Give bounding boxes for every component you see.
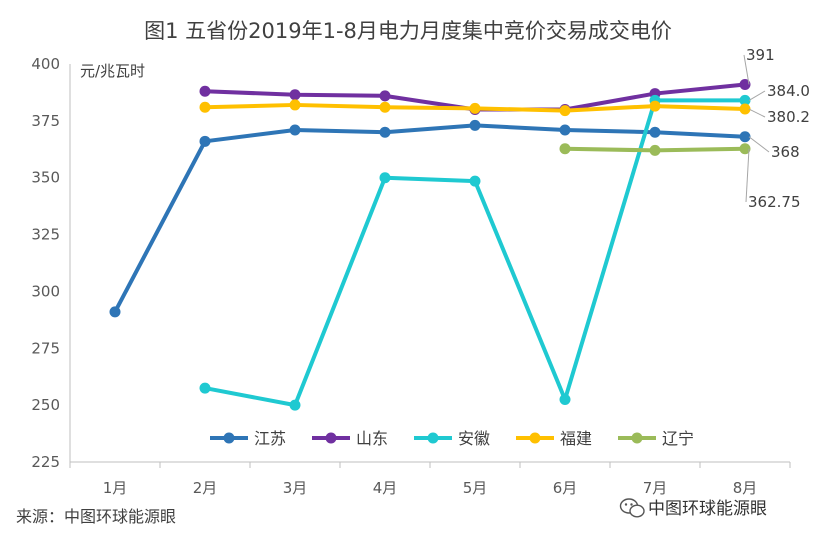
legend-swatch-marker xyxy=(427,432,439,444)
y-tick-label: 325 xyxy=(31,226,60,244)
annotation-layer: 391 384.0 380.2 368 362.75 xyxy=(743,46,810,211)
watermark: 中图环球能源眼 xyxy=(619,498,767,519)
y-tick-label: 350 xyxy=(31,169,60,187)
y-tick-label: 275 xyxy=(31,339,60,357)
legend-swatch-marker xyxy=(325,432,337,444)
legend-swatch-marker xyxy=(631,432,643,444)
data-point xyxy=(379,101,391,113)
series-3 xyxy=(199,94,751,411)
annotation-leader xyxy=(748,90,766,101)
y-tick-label: 300 xyxy=(31,282,60,300)
data-point xyxy=(559,105,571,117)
legend-item: 辽宁 xyxy=(618,429,694,448)
x-tick-label: 7月 xyxy=(643,479,668,497)
data-point xyxy=(379,172,391,184)
data-point xyxy=(469,175,481,187)
series-layer xyxy=(109,78,751,411)
x-tick-label: 6月 xyxy=(553,479,578,497)
data-point xyxy=(649,100,661,112)
annotation-leader xyxy=(743,54,750,85)
data-point xyxy=(739,131,751,143)
data-point xyxy=(379,126,391,138)
annotation-leader xyxy=(745,148,750,203)
annotation-label: 391 xyxy=(746,46,775,64)
legend-label: 辽宁 xyxy=(662,429,694,448)
data-point xyxy=(109,306,121,318)
legend-label: 安徽 xyxy=(458,429,490,448)
data-point xyxy=(739,103,751,115)
legend-swatch-marker xyxy=(223,432,235,444)
data-point xyxy=(199,382,211,394)
legend-item: 安徽 xyxy=(414,429,490,448)
series-1 xyxy=(109,119,751,318)
watermark-text: 中图环球能源眼 xyxy=(648,499,767,519)
data-point xyxy=(289,89,301,101)
x-tick-label: 4月 xyxy=(373,479,398,497)
data-point xyxy=(469,102,481,114)
y-tick-label: 375 xyxy=(31,112,60,130)
data-point xyxy=(739,78,751,90)
legend-item: 山东 xyxy=(312,429,388,448)
series-5 xyxy=(559,143,751,156)
x-tick-label: 3月 xyxy=(283,479,308,497)
data-point xyxy=(649,126,661,138)
annotation-label: 380.2 xyxy=(767,108,810,126)
legend-swatch-marker xyxy=(529,432,541,444)
y-tick-label: 250 xyxy=(31,396,60,414)
y-axis-unit: 元/兆瓦时 xyxy=(80,62,145,80)
x-tick-label: 1月 xyxy=(103,479,128,497)
data-point xyxy=(199,101,211,113)
source-note: 来源：中图环球能源眼 xyxy=(16,507,176,526)
data-point xyxy=(559,124,571,136)
annotation-label: 362.75 xyxy=(748,193,801,211)
y-tick-label: 400 xyxy=(31,55,60,73)
series-line xyxy=(113,123,747,314)
data-point xyxy=(739,143,751,155)
annotation-label: 368 xyxy=(771,143,800,161)
data-point xyxy=(379,90,391,102)
legend-item: 福建 xyxy=(516,429,592,448)
data-point xyxy=(469,119,481,131)
data-point xyxy=(649,144,661,156)
annotation-leader xyxy=(748,136,770,153)
series-line xyxy=(203,98,747,408)
data-point xyxy=(289,99,301,111)
data-point xyxy=(289,399,301,411)
data-point xyxy=(559,143,571,155)
legend-label: 山东 xyxy=(356,429,388,448)
x-tick-label: 2月 xyxy=(193,479,218,497)
legend-label: 江苏 xyxy=(254,429,286,448)
x-tick-labels: 1月 2月 3月 4月 5月 6月 7月 8月 xyxy=(69,462,791,497)
data-point xyxy=(199,135,211,147)
data-point xyxy=(559,393,571,405)
data-point xyxy=(739,94,751,106)
x-tick-label: 5月 xyxy=(463,479,488,497)
annotation-leader xyxy=(748,108,766,118)
data-point xyxy=(199,85,211,97)
x-tick-label: 8月 xyxy=(733,479,758,497)
data-point xyxy=(289,124,301,136)
legend-item: 江苏 xyxy=(210,429,286,448)
annotation-label: 384.0 xyxy=(767,82,810,100)
wechat-icon xyxy=(619,498,645,518)
chart-title: 图1 五省份2019年1-8月电力月度集中竞价交易成交电价 xyxy=(144,19,672,43)
y-tick-labels: 225 250 275 300 325 350 375 400 xyxy=(31,55,60,471)
legend-label: 福建 xyxy=(560,429,592,448)
legend: 江苏 山东 安徽 福建 辽宁 xyxy=(210,429,694,448)
series-4 xyxy=(199,99,751,117)
y-tick-label: 225 xyxy=(31,453,60,471)
